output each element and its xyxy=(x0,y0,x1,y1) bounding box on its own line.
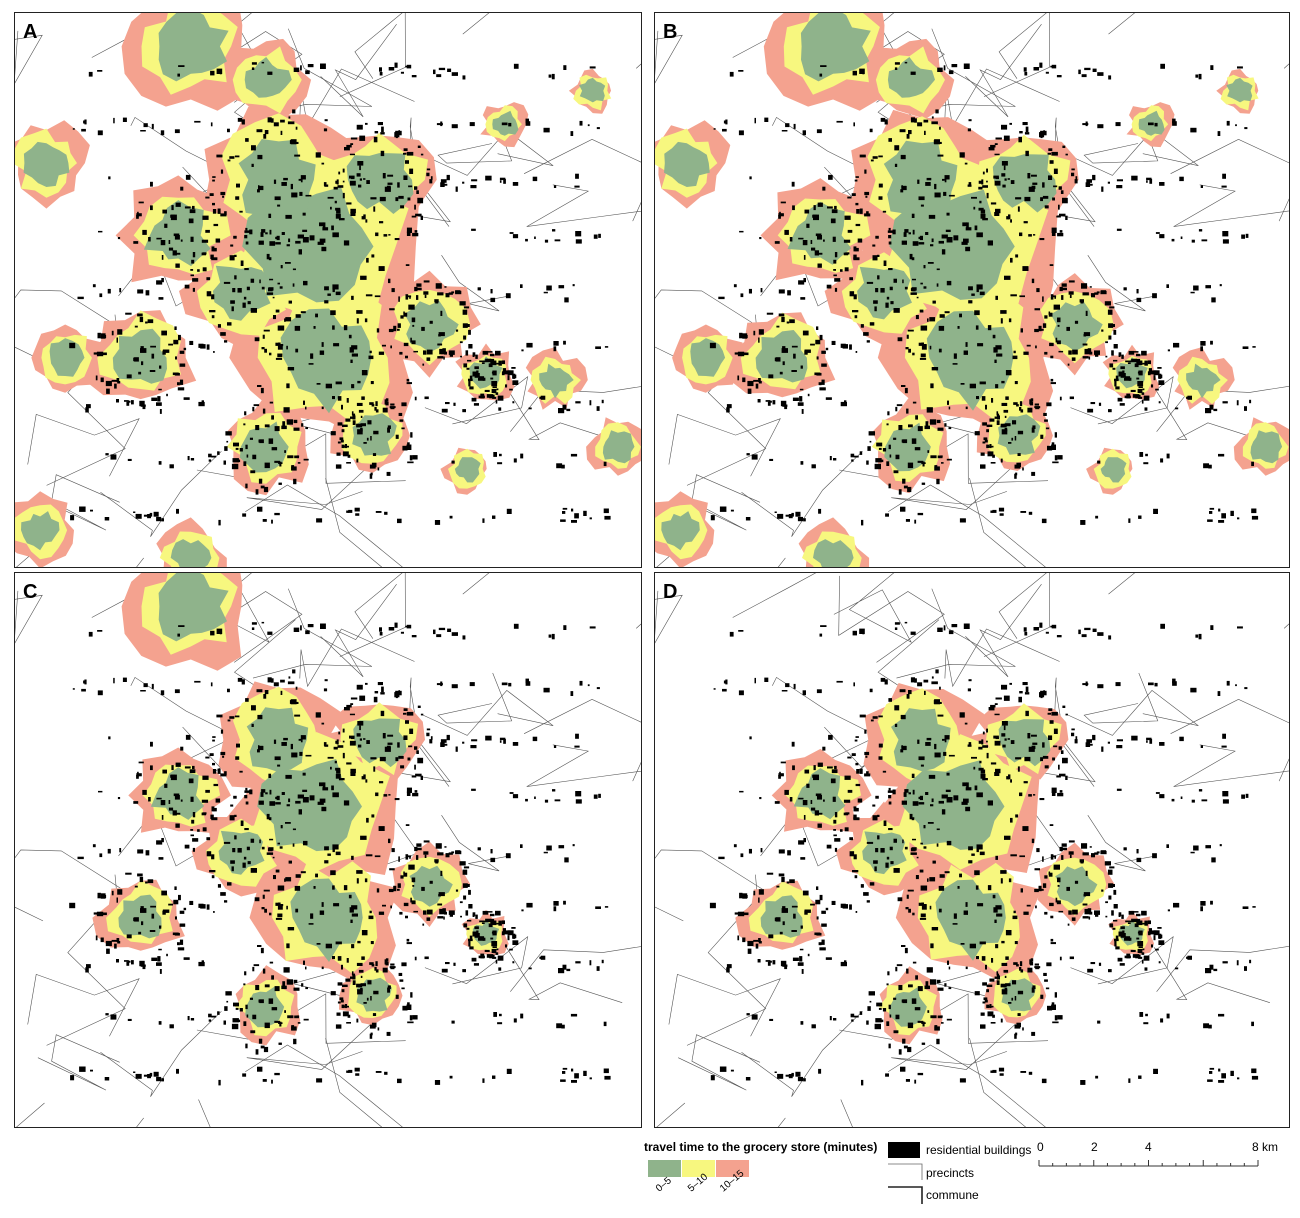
panel-label: A xyxy=(23,21,38,43)
map-canvas xyxy=(15,13,641,567)
map-panel: C xyxy=(14,572,642,1128)
scale-label: 0 xyxy=(1037,1140,1044,1154)
scale-label: 8 km xyxy=(1252,1140,1279,1154)
map-panel: D xyxy=(654,572,1290,1128)
panel-label: B xyxy=(663,21,678,43)
map-panel: A xyxy=(14,12,642,568)
scale-bar xyxy=(1038,1160,1259,1167)
legend-title: travel time to the grocery store (minute… xyxy=(644,1140,878,1154)
map-canvas xyxy=(655,13,1289,567)
scale-label: 4 xyxy=(1145,1140,1152,1154)
commune-symbol xyxy=(888,1186,923,1204)
panel-label: C xyxy=(23,581,38,603)
commune-label: commune xyxy=(926,1188,979,1202)
residential-buildings xyxy=(69,61,611,526)
legend-class-label: 0–5 xyxy=(654,1175,674,1195)
map-panel: B xyxy=(654,12,1290,568)
legend-swatch-0-5 xyxy=(648,1160,681,1177)
map-canvas xyxy=(655,573,1289,1127)
legend-swatch-10-15 xyxy=(716,1160,749,1177)
service-area-0-5 xyxy=(21,13,635,567)
map-canvas xyxy=(15,573,641,1127)
residential-buildings-label: residential buildings xyxy=(926,1143,1032,1157)
precincts-label: precincts xyxy=(926,1166,975,1180)
panel-label: D xyxy=(663,581,678,603)
precincts-symbol xyxy=(888,1163,923,1180)
residential-buildings xyxy=(709,61,1259,526)
residential-buildings xyxy=(69,621,611,1086)
map-legend: travel time to the grocery store (minute… xyxy=(640,1132,1290,1212)
legend-swatch-5-10 xyxy=(682,1160,715,1177)
scale-label: 2 xyxy=(1091,1140,1098,1154)
residential-buildings xyxy=(709,621,1259,1086)
service-area-0-5 xyxy=(661,13,1283,567)
residential-buildings-symbol xyxy=(888,1142,920,1158)
